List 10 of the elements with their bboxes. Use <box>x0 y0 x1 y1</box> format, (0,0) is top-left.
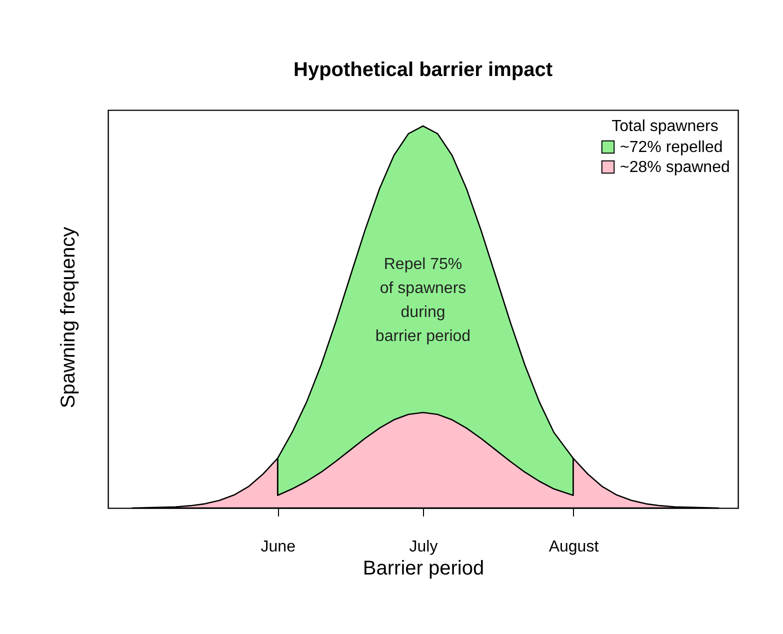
x-axis-title: Barrier period <box>362 558 484 580</box>
legend-label: ~72% repelled <box>620 139 723 156</box>
x-tick-label: June <box>260 538 296 556</box>
annotation: Repel 75% of spawners during barrier period <box>375 256 471 345</box>
x-tick-label: August <box>548 538 600 556</box>
legend-label: ~28% spawned <box>620 159 730 176</box>
y-axis-title: Spawning frequency <box>58 226 80 408</box>
chart-title: Hypothetical barrier impact <box>294 59 553 81</box>
legend-title: Total spawners <box>612 118 718 135</box>
x-tick-label: July <box>409 538 438 556</box>
